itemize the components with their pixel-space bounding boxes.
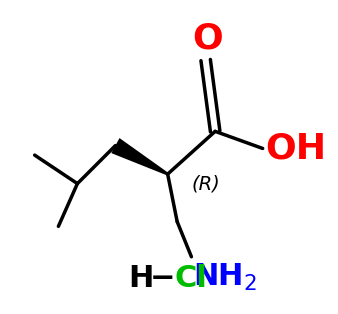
Text: Cl: Cl [174,264,207,293]
Text: NH$_2$: NH$_2$ [193,262,257,293]
Text: (R): (R) [191,174,220,193]
Text: O: O [192,21,223,55]
Text: −: − [150,264,176,293]
Text: OH: OH [266,132,327,165]
Polygon shape [111,138,168,175]
Text: H: H [128,264,153,293]
